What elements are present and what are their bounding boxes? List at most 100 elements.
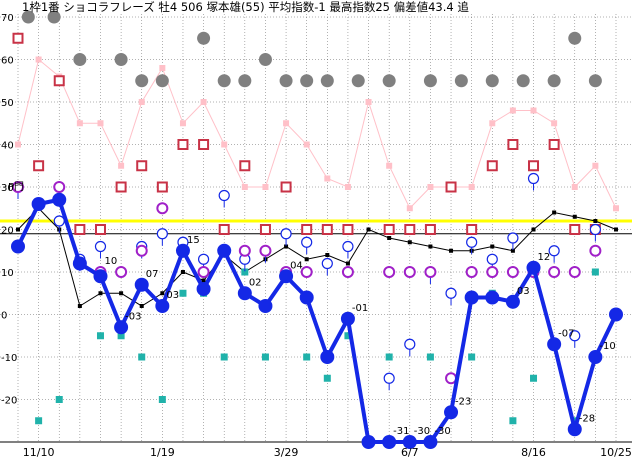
main-point	[114, 320, 129, 335]
red-square	[404, 224, 416, 235]
pink-point	[551, 120, 558, 127]
main-point	[588, 350, 603, 364]
teal-square	[571, 417, 579, 425]
pink-point	[179, 120, 186, 127]
y-tick-label: 40	[1, 141, 14, 152]
gray-dot	[114, 53, 128, 66]
pink-point	[35, 56, 42, 63]
gray-dot	[588, 74, 602, 88]
blue-ring	[94, 240, 107, 253]
teal-square	[35, 417, 43, 425]
y-tick-label: 20	[1, 226, 14, 237]
main-point	[279, 269, 294, 284]
pink-point	[283, 120, 290, 127]
red-square	[115, 181, 127, 193]
black-point	[77, 304, 82, 308]
teal-square	[117, 332, 125, 340]
purple-ring	[424, 266, 437, 278]
data-label: -28	[579, 413, 595, 424]
gray-dot	[135, 74, 149, 88]
teal-square	[220, 353, 228, 361]
teal-square	[96, 332, 104, 340]
gray-dot	[351, 74, 365, 88]
red-square	[466, 224, 478, 235]
teal-square	[138, 353, 146, 361]
data-label: 10	[104, 256, 117, 267]
purple-ring	[259, 244, 272, 257]
blue-ring	[280, 228, 292, 240]
main-point	[444, 405, 459, 420]
black-point	[304, 257, 309, 262]
black-point	[98, 291, 103, 296]
teal-square	[241, 268, 249, 276]
x-tick-label: 1/19	[150, 446, 175, 459]
pink-point	[118, 162, 125, 169]
red-square	[383, 224, 395, 235]
gray-dot	[320, 74, 334, 88]
pink-point	[15, 141, 21, 148]
y-tick-label: -20	[1, 396, 17, 407]
blue-ring	[466, 236, 478, 248]
teal-square	[509, 417, 517, 425]
black-point	[428, 244, 433, 249]
blue-ring	[218, 189, 230, 202]
blue-ring	[53, 215, 65, 227]
purple-ring	[135, 244, 148, 257]
teal-square	[179, 289, 187, 297]
pink-point	[303, 141, 310, 148]
purple-ring	[589, 244, 602, 257]
data-label: 12	[538, 252, 551, 263]
teal-square	[591, 268, 599, 276]
chart-title: 1枠1番 ショコラフレーズ 牡4 506 塚本雄(55) 平均指数-1 最高指数…	[22, 0, 469, 14]
pink-point	[159, 65, 166, 71]
teal-square	[261, 353, 269, 361]
gray-dot	[217, 74, 231, 88]
gray-dot	[516, 74, 530, 88]
data-labels: 10 -03 07 03 15 02 04 -01 -31 -30 -30 -23 03 12 -07 -28…	[104, 235, 615, 437]
main-point	[485, 290, 500, 305]
blue-ring	[301, 236, 313, 248]
blue-ring	[527, 172, 540, 185]
gray-dot	[568, 31, 582, 45]
x-tick-label: 8/16	[521, 446, 546, 459]
main-point	[526, 260, 541, 275]
main-point	[196, 282, 211, 296]
black-point	[449, 248, 454, 253]
black-point	[201, 278, 206, 283]
purple-ring	[341, 266, 354, 278]
blue-ring	[548, 245, 560, 257]
main-point	[31, 197, 46, 211]
data-label: 15	[187, 235, 200, 246]
data-label: -23	[455, 396, 471, 407]
purple-ring	[506, 266, 519, 278]
black-point	[160, 291, 165, 296]
teal-square	[55, 396, 63, 403]
blue-ring	[404, 338, 416, 350]
purple-ring	[465, 266, 478, 278]
purple-ring	[383, 266, 396, 278]
teal-square	[158, 396, 166, 403]
red-square	[177, 139, 189, 150]
main-point	[52, 192, 67, 207]
red-square	[259, 224, 271, 235]
red-square	[424, 224, 436, 235]
red-square	[53, 75, 65, 87]
red-square	[548, 139, 560, 150]
black-point	[119, 291, 124, 296]
data-label: 03	[166, 290, 179, 301]
main-point	[155, 299, 170, 313]
teal-square	[468, 353, 476, 361]
gray-dot	[258, 53, 272, 66]
main-point	[72, 256, 87, 271]
pink-point	[489, 120, 496, 127]
data-label: 02	[249, 277, 262, 288]
red-square	[445, 181, 457, 193]
red-square	[280, 181, 292, 193]
pink-point	[530, 107, 537, 114]
pink-point	[76, 120, 83, 127]
gray-dot	[47, 10, 61, 24]
gray-dot	[279, 74, 293, 88]
pink-point	[406, 205, 413, 212]
pink-point	[365, 99, 372, 105]
